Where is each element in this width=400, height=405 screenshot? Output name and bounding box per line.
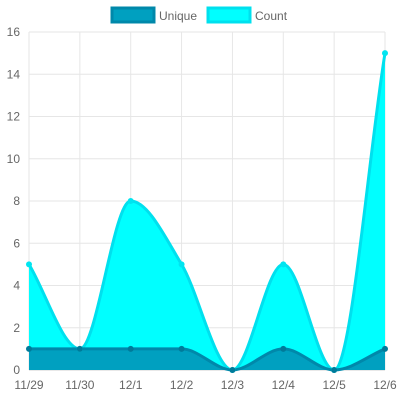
- area-fill-count: [29, 53, 385, 370]
- data-point-unique[interactable]: [280, 345, 287, 352]
- data-point-count[interactable]: [127, 198, 134, 204]
- legend-swatch-count: [206, 6, 252, 24]
- data-point-unique[interactable]: [331, 367, 338, 373]
- legend-label-count: Count: [255, 9, 288, 23]
- y-tick-label: 12: [7, 110, 21, 124]
- data-point-unique[interactable]: [76, 345, 83, 352]
- y-tick-label: 10: [7, 152, 21, 166]
- data-point-count[interactable]: [280, 261, 287, 268]
- data-point-unique[interactable]: [26, 345, 32, 352]
- data-point-unique[interactable]: [382, 345, 388, 352]
- x-tick-label: 12/3: [221, 378, 245, 392]
- series-areas: [27, 52, 387, 372]
- y-tick-label: 0: [13, 363, 20, 377]
- x-tick-label: 12/6: [373, 378, 397, 392]
- legend-label-unique: Unique: [159, 9, 197, 23]
- y-tick-label: 2: [13, 321, 20, 335]
- data-point-unique[interactable]: [229, 367, 236, 373]
- y-tick-label: 8: [13, 194, 20, 208]
- x-tick-label: 11/29: [14, 378, 43, 392]
- data-point-count[interactable]: [178, 261, 185, 268]
- series-line-unique: [29, 347, 386, 372]
- series-line-count: [27, 52, 387, 372]
- y-tick-label: 6: [13, 236, 20, 250]
- x-tick-label: 12/4: [272, 378, 296, 392]
- data-point-unique[interactable]: [127, 345, 134, 352]
- legend: Unique Count: [110, 6, 288, 24]
- data-point-count[interactable]: [382, 50, 388, 57]
- grid: [28, 31, 386, 371]
- x-tick-label: 12/2: [170, 378, 194, 392]
- y-tick-label: 14: [7, 67, 21, 81]
- x-tick-label: 11/30: [65, 378, 94, 392]
- series-points: [26, 50, 388, 373]
- y-tick-label: 4: [13, 279, 20, 293]
- x-tick-label: 12/1: [119, 378, 143, 392]
- data-point-count[interactable]: [26, 261, 32, 268]
- y-tick-label: 16: [7, 25, 21, 39]
- legend-item-unique[interactable]: Unique: [110, 6, 197, 24]
- axes: 0 2 4 6 8 10 12 14 16 11/29 11/30 12/1 12/2 12/3 12/4 1…: [7, 25, 397, 392]
- legend-swatch-unique: [110, 6, 156, 24]
- legend-item-count[interactable]: Count: [206, 6, 288, 24]
- data-point-unique[interactable]: [178, 345, 185, 352]
- x-tick-label: 12/5: [322, 378, 346, 392]
